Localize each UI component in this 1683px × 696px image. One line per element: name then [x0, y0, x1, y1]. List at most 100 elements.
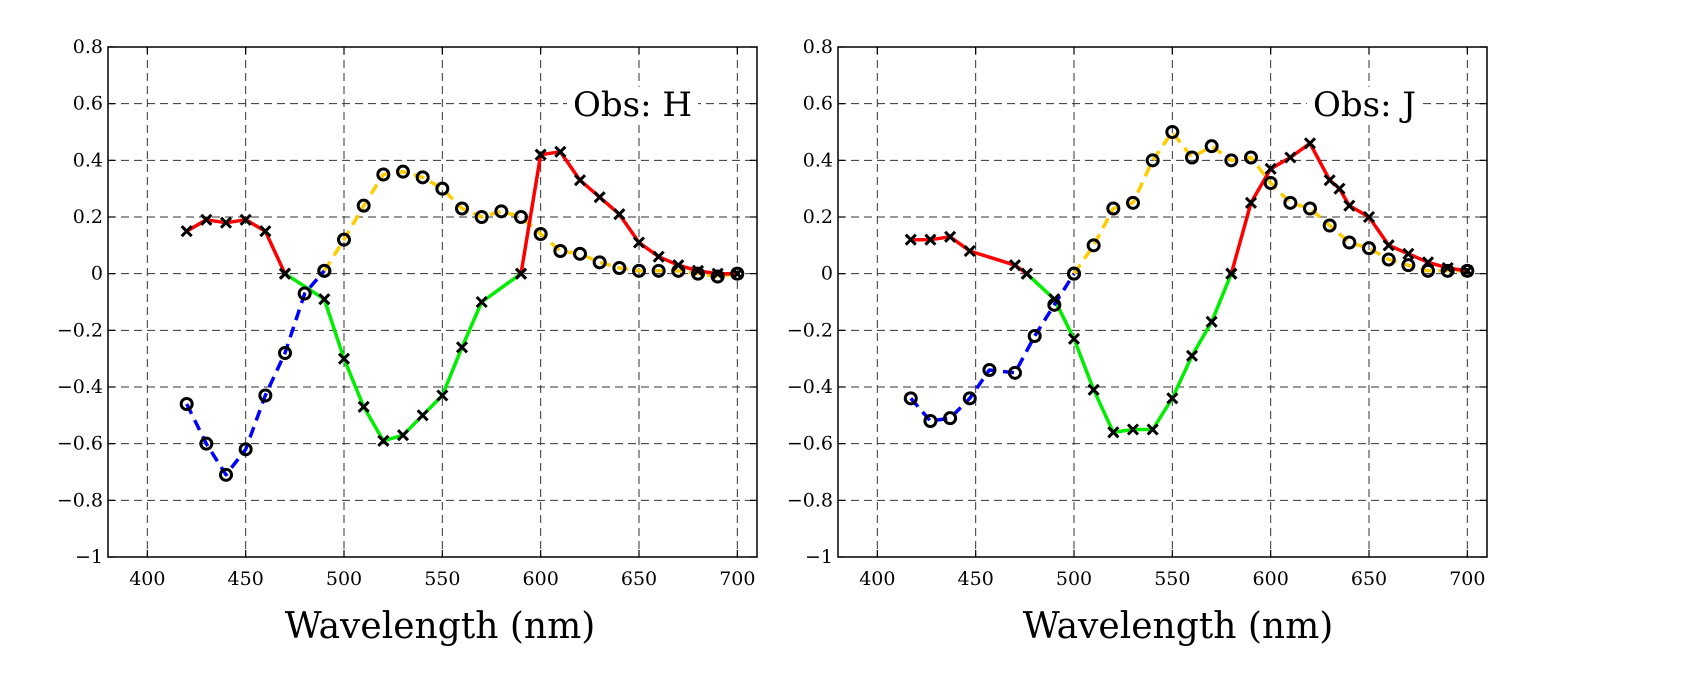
- y-tick-label: −0.8: [57, 489, 103, 511]
- data-point: [1126, 423, 1140, 436]
- y-tick-label: 0: [91, 263, 103, 285]
- data-point: [376, 167, 391, 182]
- data-point: [318, 293, 331, 306]
- data-point: [592, 255, 607, 270]
- data-point: [238, 442, 253, 457]
- data-point: [337, 232, 351, 247]
- data-point: [1342, 235, 1357, 250]
- data-point: [1343, 199, 1356, 212]
- y-tick-label: −0.8: [787, 489, 833, 511]
- data-point: [903, 391, 918, 406]
- data-point: [219, 216, 233, 229]
- y-tick-label: 0.2: [803, 206, 833, 228]
- data-point: [1067, 266, 1081, 281]
- data-point: [943, 411, 958, 426]
- data-point: [1333, 182, 1346, 195]
- data-point: [514, 267, 528, 280]
- annotation-background: [567, 87, 698, 123]
- x-tick-label: 700: [1449, 568, 1485, 590]
- data-point: [1145, 153, 1160, 168]
- data-point: [1303, 201, 1317, 216]
- data-point: [396, 164, 410, 179]
- x-tick-label: 600: [1253, 568, 1289, 590]
- data-point: [1322, 218, 1337, 233]
- data-point: [1107, 426, 1120, 439]
- y-tick-label: −0.6: [57, 433, 103, 455]
- panel-obs-h: 400 450 500 550 600 650 700 −1 −0.8 −0.6 −0.4 −0.2 0…: [57, 36, 758, 647]
- data-point: [1205, 315, 1218, 328]
- data-point: [691, 264, 705, 277]
- x-tick-label: 400: [129, 568, 165, 590]
- series-line: [322, 169, 738, 279]
- data-point: [1067, 332, 1081, 345]
- data-point: [1421, 263, 1435, 278]
- series-line: [519, 150, 738, 276]
- data-point: [553, 244, 568, 258]
- y-tick-label: 0.6: [803, 93, 833, 115]
- y-tick-label: −0.4: [787, 376, 833, 398]
- data-point: [632, 263, 646, 278]
- data-point: [944, 230, 957, 243]
- data-point: [259, 225, 272, 238]
- y-tick-label: −0.4: [57, 376, 103, 398]
- x-tick-label: 600: [523, 568, 559, 590]
- data-point: [455, 341, 469, 354]
- data-point: [672, 259, 685, 272]
- data-point: [1283, 195, 1298, 210]
- data-point: [652, 250, 665, 263]
- x-tick-label: 500: [1056, 568, 1092, 590]
- y-tick-label: −0.2: [57, 319, 103, 341]
- observer-annotation: Obs: J: [1313, 85, 1416, 125]
- data-point: [711, 267, 724, 280]
- annotation-background: [1307, 87, 1422, 123]
- data-point: [613, 208, 626, 221]
- data-point: [1441, 261, 1454, 275]
- y-tick-label: 0.6: [73, 93, 103, 115]
- data-point: [691, 266, 705, 281]
- series-line: [1072, 130, 1468, 275]
- data-point: [593, 191, 606, 204]
- data-point: [1087, 383, 1100, 396]
- data-point: [416, 409, 429, 422]
- x-tick-label: 550: [424, 568, 460, 590]
- data-point: [494, 204, 509, 219]
- data-point: [475, 295, 488, 309]
- data-point: [1244, 196, 1258, 209]
- y-tick-label: 0.4: [73, 149, 103, 171]
- data-point: [514, 210, 528, 224]
- data-point: [612, 261, 627, 275]
- data-point: [1362, 241, 1376, 256]
- y-tick-label: −1: [805, 546, 833, 568]
- data-point: [1284, 151, 1297, 164]
- data-point: [554, 145, 567, 158]
- data-point: [1008, 259, 1022, 272]
- data-point: [1020, 267, 1033, 280]
- data-point: [1440, 263, 1455, 278]
- data-point: [1047, 297, 1062, 312]
- data-point: [435, 181, 450, 196]
- data-point: [258, 388, 273, 403]
- axes-frame: [837, 46, 1488, 558]
- data-point: [923, 414, 938, 428]
- data-point: [1421, 256, 1435, 269]
- data-point: [1381, 252, 1396, 267]
- data-point: [1303, 137, 1317, 150]
- data-point: [474, 210, 489, 224]
- x-tick-label: 700: [719, 568, 755, 590]
- x-tick-label: 650: [1351, 568, 1387, 590]
- y-tick-label: −1: [75, 546, 103, 568]
- data-point: [1165, 125, 1180, 139]
- data-point: [982, 363, 997, 377]
- data-point: [357, 400, 370, 413]
- data-point: [377, 434, 390, 447]
- data-point: [632, 236, 646, 249]
- data-point: [710, 269, 725, 284]
- data-point: [179, 397, 194, 411]
- data-point: [651, 263, 666, 278]
- data-point: [1382, 239, 1395, 252]
- x-tick-label: 650: [621, 568, 657, 590]
- data-point: [239, 213, 252, 226]
- data-point: [337, 352, 351, 365]
- data-point: [573, 174, 587, 187]
